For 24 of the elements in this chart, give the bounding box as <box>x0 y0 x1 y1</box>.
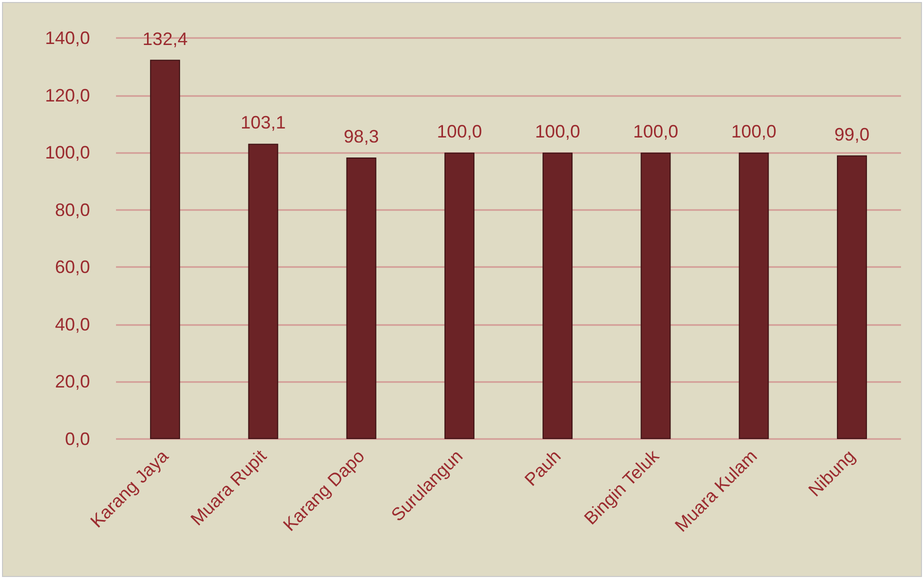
y-tick-label: 60,0 <box>54 257 90 278</box>
data-label: 132,4 <box>142 28 188 49</box>
bar <box>248 144 278 439</box>
bar <box>640 152 671 439</box>
data-label: 103,1 <box>240 112 286 133</box>
bar <box>738 152 769 439</box>
bar <box>444 152 474 439</box>
data-label: 100,0 <box>535 122 580 142</box>
y-tick-label: 40,0 <box>54 314 90 334</box>
bar <box>836 155 867 439</box>
y-tick-label: 100,0 <box>44 142 90 163</box>
data-label: 98,3 <box>344 126 379 146</box>
y-tick-label: 20,0 <box>54 372 90 392</box>
y-tick-label: 140,0 <box>44 28 90 48</box>
data-label: 99,0 <box>834 124 870 144</box>
bar <box>150 60 180 439</box>
data-label: 100,0 <box>731 122 776 142</box>
bar <box>346 157 376 439</box>
y-tick-label: 80,0 <box>54 200 90 220</box>
y-tick-label: 0,0 <box>64 429 90 449</box>
bar <box>542 152 573 439</box>
data-label: 100,0 <box>436 122 482 142</box>
y-tick-label: 120,0 <box>44 85 90 106</box>
data-label: 100,0 <box>633 122 678 142</box>
